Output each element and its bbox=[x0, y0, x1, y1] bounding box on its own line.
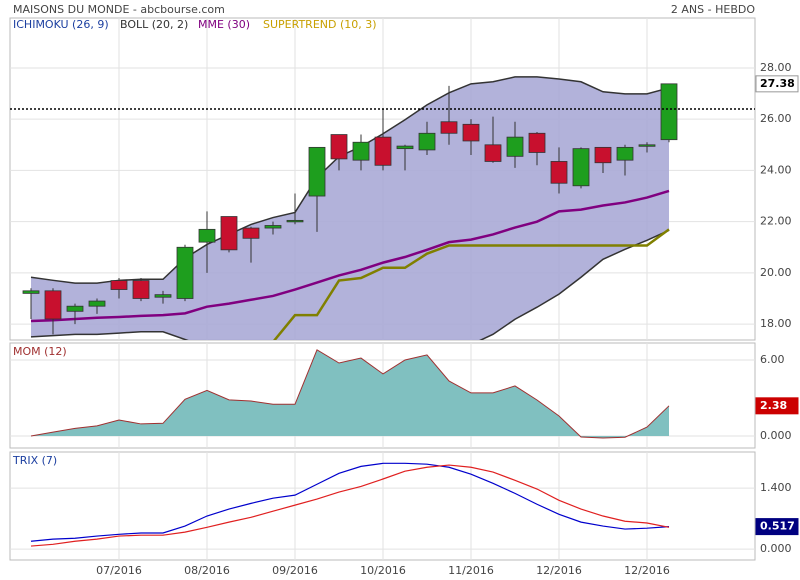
panel-title: MOM (12) bbox=[13, 345, 67, 358]
trix-line bbox=[30, 462, 670, 542]
x-tick-label: 08/2016 bbox=[184, 564, 230, 577]
candle-body bbox=[264, 225, 282, 229]
candle-body bbox=[396, 145, 414, 150]
value-marker-label: 0.517 bbox=[760, 520, 795, 533]
candle-body bbox=[132, 280, 150, 299]
candle-body bbox=[594, 146, 612, 164]
legend-entry: BOLL (20, 2) bbox=[120, 18, 188, 31]
candle-body bbox=[88, 300, 106, 307]
y-tick-label: 22.00 bbox=[760, 215, 792, 228]
plot-area bbox=[22, 76, 678, 340]
y-tick-label: 20.00 bbox=[760, 266, 792, 279]
momentum-line bbox=[30, 349, 670, 439]
y-tick-label: 18.00 bbox=[760, 317, 792, 330]
candle-body bbox=[528, 132, 546, 153]
supertrend-line bbox=[273, 228, 670, 340]
ema-line bbox=[30, 189, 670, 323]
x-tick-label: 12/2016 bbox=[624, 564, 670, 577]
trix-line bbox=[30, 464, 670, 547]
band-line bbox=[30, 229, 670, 340]
candle-body bbox=[286, 219, 304, 223]
candle-body bbox=[308, 146, 326, 197]
x-tick-label: 12/2016 bbox=[536, 564, 582, 577]
candle-body bbox=[352, 141, 370, 161]
candle-body bbox=[110, 280, 128, 290]
y-tick-label: 24.00 bbox=[760, 163, 792, 176]
value-marker-label: 2.38 bbox=[760, 399, 787, 412]
legend-entry: MME (30) bbox=[198, 18, 250, 31]
y-tick-label: 0.000 bbox=[760, 429, 792, 442]
y-tick-label: 1.400 bbox=[760, 481, 792, 494]
chart-subtitle: 2 ANS - HEBDO bbox=[671, 3, 755, 16]
plot-area bbox=[30, 349, 670, 439]
candle-body bbox=[66, 305, 84, 312]
value-marker bbox=[755, 518, 799, 536]
candle-body bbox=[572, 148, 590, 187]
candle-body bbox=[484, 144, 502, 162]
legend-entry: SUPERTREND (10, 3) bbox=[263, 18, 377, 31]
candle-body bbox=[418, 132, 436, 151]
x-tick-label: 11/2016 bbox=[448, 564, 494, 577]
candle-body bbox=[44, 290, 62, 320]
candle-body bbox=[616, 146, 634, 161]
y-tick-label: 6.00 bbox=[760, 353, 785, 366]
y-tick-label: 26.00 bbox=[760, 112, 792, 125]
candle-body bbox=[440, 121, 458, 134]
candle-body bbox=[462, 123, 480, 142]
panel-title: TRIX (7) bbox=[12, 454, 57, 467]
candle-body bbox=[660, 83, 678, 141]
x-tick-label: 10/2016 bbox=[360, 564, 406, 577]
plot-area bbox=[30, 462, 670, 547]
y-tick-label: 28.00 bbox=[760, 61, 792, 74]
candle-body bbox=[220, 216, 238, 251]
candle-body bbox=[176, 246, 194, 299]
candle-body bbox=[154, 294, 172, 298]
candle-body bbox=[242, 227, 260, 239]
legend-entry: ICHIMOKU (26, 9) bbox=[13, 18, 109, 31]
band-line bbox=[30, 76, 670, 284]
momentum-area bbox=[31, 349, 669, 438]
candle-body bbox=[638, 144, 656, 147]
candle-body bbox=[374, 136, 392, 166]
value-marker-label: 27.38 bbox=[760, 77, 795, 90]
x-tick-label: 07/2016 bbox=[96, 564, 142, 577]
value-marker bbox=[755, 75, 799, 93]
candle-body bbox=[330, 134, 348, 160]
value-marker bbox=[755, 397, 799, 415]
candle-body bbox=[198, 228, 216, 243]
candle-body bbox=[550, 161, 568, 184]
x-tick-label: 09/2016 bbox=[272, 564, 318, 577]
candle-body bbox=[22, 290, 40, 294]
chart-title: MAISONS DU MONDE - abcbourse.com bbox=[13, 3, 225, 16]
candle-body bbox=[506, 136, 524, 157]
y-tick-label: 0.000 bbox=[760, 542, 792, 555]
